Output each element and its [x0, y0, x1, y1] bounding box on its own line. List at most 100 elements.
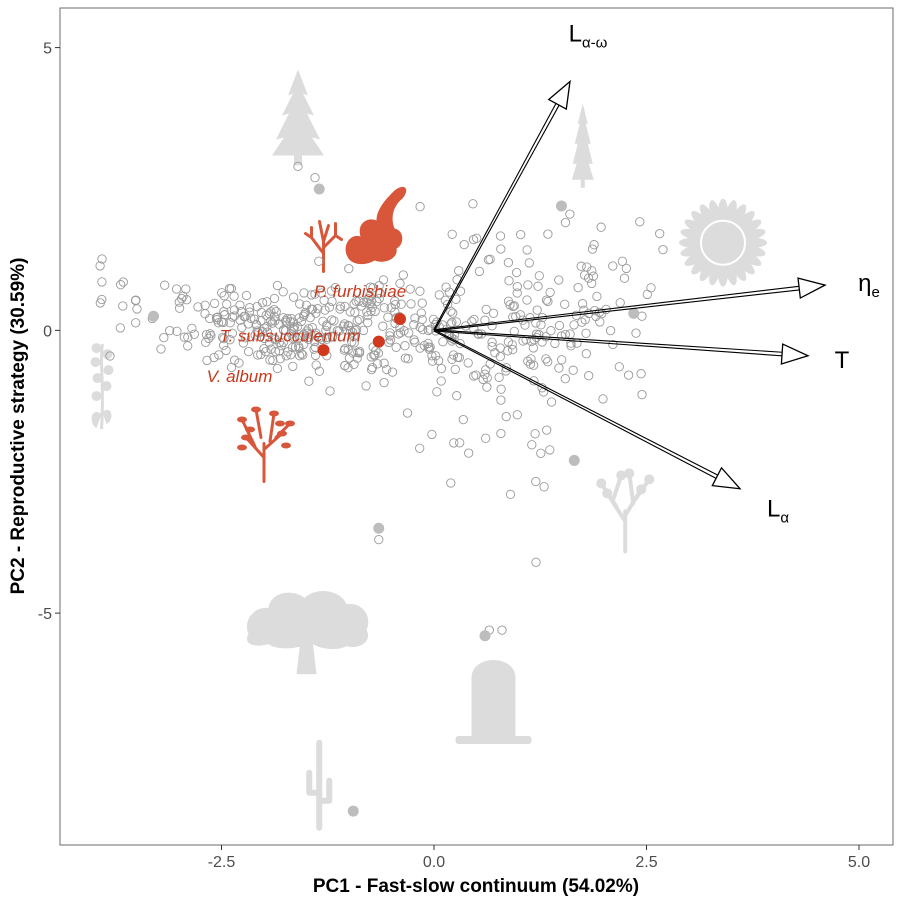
- species-point: [272, 363, 283, 374]
- species-point: [655, 228, 665, 239]
- species-point: [240, 333, 251, 343]
- vector-0: [433, 79, 571, 331]
- bushy-shrub-silhouette: [596, 468, 655, 554]
- species-point: [365, 291, 375, 301]
- oak-trunk: [296, 640, 317, 675]
- species-point: [379, 303, 389, 313]
- species-point: [584, 371, 594, 381]
- species-point: [217, 288, 227, 298]
- species-point: [557, 355, 567, 365]
- species-point: [221, 345, 231, 356]
- species-point: [495, 343, 505, 353]
- species-point: [478, 374, 488, 385]
- pca-loading-vectors: Lα-ω ηe T Lα: [433, 21, 880, 527]
- species-point: [400, 341, 410, 351]
- species-point: [335, 301, 346, 311]
- vector-label-main: L: [767, 496, 780, 523]
- species-point: [288, 292, 299, 302]
- species-point: [249, 314, 260, 324]
- species-point: [395, 278, 405, 289]
- species-point: [512, 410, 522, 420]
- species-point: [518, 336, 528, 346]
- species-point: [172, 326, 182, 336]
- species-point: [375, 288, 385, 298]
- species-point: [131, 318, 141, 328]
- species-point: [329, 316, 339, 326]
- saguaro-body: [306, 739, 333, 831]
- species-point: [368, 283, 378, 293]
- species-point: [446, 306, 456, 316]
- species-point: [522, 245, 532, 255]
- species-point: [416, 308, 426, 318]
- species-point: [589, 240, 599, 250]
- species-point: [523, 280, 533, 290]
- species-point: [427, 429, 437, 440]
- species-point: [278, 287, 288, 297]
- herb-leaves: [91, 409, 112, 429]
- filled-point: [373, 522, 385, 534]
- species-point: [313, 304, 323, 314]
- species-point: [582, 262, 592, 272]
- species-point: [560, 299, 570, 309]
- species-point: [300, 307, 311, 318]
- species-point: [459, 239, 469, 250]
- species-point: [209, 298, 220, 309]
- species-point: [487, 321, 497, 331]
- coral-shrub-silhouette: [304, 220, 343, 274]
- species-point: [509, 326, 519, 337]
- species-point: [621, 263, 632, 274]
- species-point: [405, 284, 415, 294]
- species-point: [587, 244, 598, 254]
- species-point: [219, 340, 229, 350]
- species-point: [496, 428, 506, 439]
- species-point: [576, 261, 586, 271]
- species-point: [218, 317, 229, 328]
- species-point: [205, 313, 215, 324]
- species-point: [118, 277, 128, 287]
- species-point: [352, 316, 362, 326]
- species-point: [262, 297, 272, 307]
- species-point: [266, 316, 276, 326]
- species-point: [480, 315, 490, 325]
- species-point: [393, 329, 404, 339]
- succulent-leaf: [269, 410, 279, 417]
- tall-conifer: [571, 103, 594, 188]
- highlighted-species-point: [317, 344, 330, 357]
- species-point: [537, 337, 547, 347]
- species-point: [269, 304, 279, 315]
- highlighted-species-label: P. furbishiae: [314, 282, 406, 301]
- species-point: [496, 244, 506, 254]
- vector-shaft: [433, 103, 557, 331]
- species-point: [402, 408, 413, 418]
- filled-point: [628, 307, 640, 319]
- species-point: [351, 296, 361, 306]
- species-point: [485, 359, 495, 369]
- species-point: [496, 384, 506, 394]
- species-point: [379, 358, 389, 368]
- species-point: [406, 299, 416, 309]
- species-point: [387, 367, 398, 377]
- species-point: [485, 254, 495, 264]
- highlighted-species-label: T. subsucculentum: [220, 327, 361, 346]
- species-point: [268, 355, 278, 366]
- vector-shaft: [434, 289, 800, 332]
- species-point: [501, 411, 511, 422]
- species-point: [531, 318, 541, 328]
- species-point: [503, 296, 514, 306]
- species-point: [130, 295, 141, 306]
- species-point: [350, 325, 360, 336]
- species-point: [159, 332, 169, 343]
- succulent-leaf: [281, 442, 291, 449]
- vector-label-subscript: e: [872, 284, 880, 301]
- species-point: [581, 349, 591, 359]
- species-point: [345, 326, 356, 336]
- species-point: [345, 307, 355, 317]
- species-point: [542, 425, 552, 435]
- species-point: [241, 290, 252, 301]
- species-point: [512, 288, 522, 298]
- species-point: [399, 326, 409, 336]
- species-point: [451, 317, 462, 327]
- species-point: [496, 395, 506, 405]
- vector-label: T: [835, 347, 850, 374]
